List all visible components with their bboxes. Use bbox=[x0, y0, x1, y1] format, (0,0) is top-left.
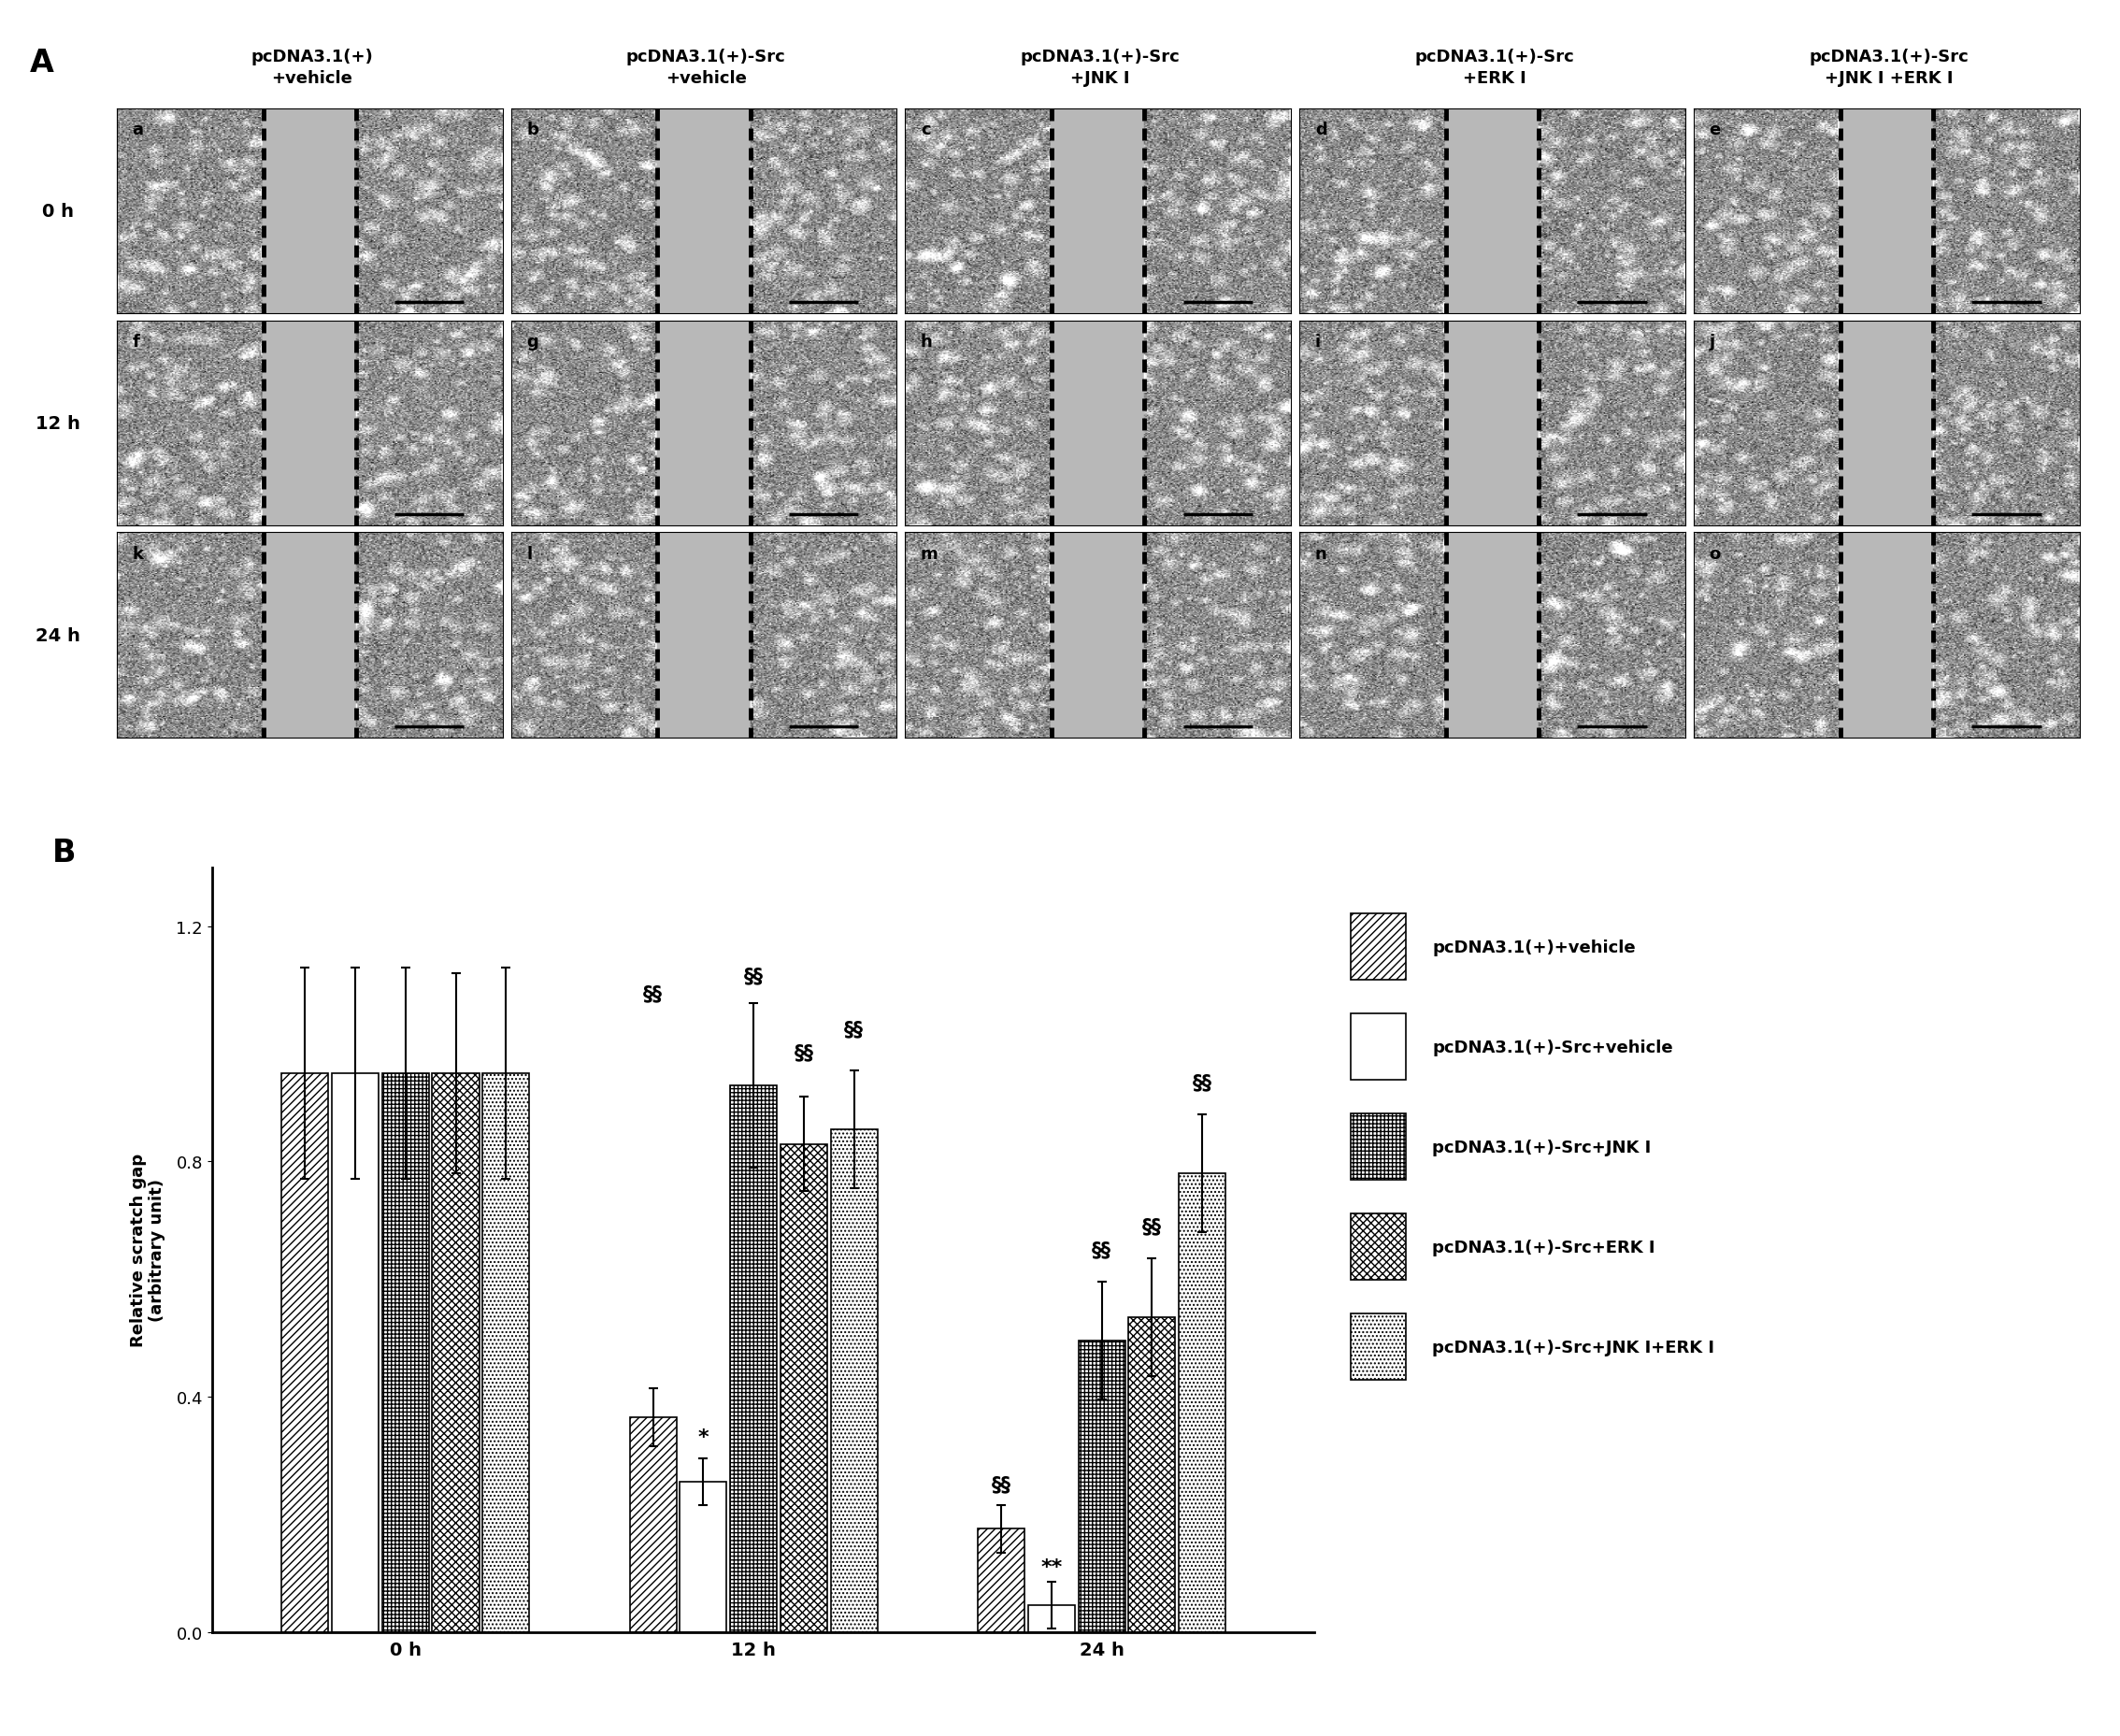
Text: g: g bbox=[526, 333, 538, 351]
Bar bbox=[831, 1130, 878, 1632]
Text: 24 h: 24 h bbox=[36, 627, 81, 644]
Text: f: f bbox=[131, 333, 140, 351]
Text: pcDNA3.1(+)-Src+vehicle: pcDNA3.1(+)-Src+vehicle bbox=[1431, 1038, 1673, 1055]
Text: i: i bbox=[1314, 333, 1321, 351]
Text: pcDNA3.1(+)
+vehicle: pcDNA3.1(+) +vehicle bbox=[250, 49, 373, 87]
Text: a: a bbox=[131, 122, 144, 139]
Bar bbox=[729, 1085, 776, 1632]
Bar bbox=[1350, 1014, 1406, 1080]
Bar bbox=[1350, 913, 1406, 981]
Text: 0 h: 0 h bbox=[42, 203, 74, 220]
Bar bbox=[483, 1073, 530, 1632]
Bar bbox=[432, 1073, 479, 1632]
Text: B: B bbox=[53, 837, 76, 868]
Bar bbox=[977, 1529, 1024, 1632]
Text: l: l bbox=[526, 545, 532, 562]
Text: pcDNA3.1(+)-Src
+vehicle: pcDNA3.1(+)-Src +vehicle bbox=[625, 49, 787, 87]
Text: e: e bbox=[1709, 122, 1721, 139]
Text: §§: §§ bbox=[1143, 1217, 1162, 1236]
Y-axis label: Relative scratch gap
(arbitrary unit): Relative scratch gap (arbitrary unit) bbox=[129, 1153, 165, 1347]
Text: pcDNA3.1(+)-Src+JNK I+ERK I: pcDNA3.1(+)-Src+JNK I+ERK I bbox=[1431, 1338, 1715, 1356]
Text: k: k bbox=[131, 545, 144, 562]
Text: §§: §§ bbox=[844, 1019, 865, 1038]
Text: §§: §§ bbox=[642, 984, 664, 1003]
Text: §§: §§ bbox=[744, 967, 763, 986]
Text: §§: §§ bbox=[1092, 1240, 1111, 1259]
Text: A: A bbox=[30, 47, 53, 78]
Text: **: ** bbox=[1041, 1557, 1062, 1576]
Text: n: n bbox=[1314, 545, 1327, 562]
Text: d: d bbox=[1314, 122, 1327, 139]
Text: pcDNA3.1(+)-Src
+JNK I: pcDNA3.1(+)-Src +JNK I bbox=[1020, 49, 1181, 87]
Bar bbox=[1350, 1314, 1406, 1380]
Text: *: * bbox=[697, 1429, 708, 1446]
Bar bbox=[1079, 1340, 1126, 1632]
Text: c: c bbox=[920, 122, 931, 139]
Bar bbox=[681, 1483, 727, 1632]
Text: h: h bbox=[920, 333, 933, 351]
Text: m: m bbox=[920, 545, 939, 562]
Text: pcDNA3.1(+)-Src
+JNK I +ERK I: pcDNA3.1(+)-Src +JNK I +ERK I bbox=[1808, 49, 1969, 87]
Bar bbox=[331, 1073, 379, 1632]
Text: §§: §§ bbox=[795, 1043, 814, 1062]
Bar bbox=[282, 1073, 329, 1632]
Text: o: o bbox=[1709, 545, 1721, 562]
Text: pcDNA3.1(+)-Src
+ERK I: pcDNA3.1(+)-Src +ERK I bbox=[1414, 49, 1575, 87]
Text: 12 h: 12 h bbox=[36, 415, 81, 432]
Bar bbox=[382, 1073, 428, 1632]
Bar bbox=[630, 1417, 676, 1632]
Bar bbox=[780, 1144, 827, 1632]
Text: pcDNA3.1(+)-Src+ERK I: pcDNA3.1(+)-Src+ERK I bbox=[1431, 1240, 1656, 1255]
Text: j: j bbox=[1709, 333, 1715, 351]
Bar bbox=[1350, 1115, 1406, 1180]
Text: b: b bbox=[526, 122, 538, 139]
Text: pcDNA3.1(+)-Src+JNK I: pcDNA3.1(+)-Src+JNK I bbox=[1431, 1139, 1651, 1156]
Text: pcDNA3.1(+)+vehicle: pcDNA3.1(+)+vehicle bbox=[1431, 939, 1635, 955]
Text: §§: §§ bbox=[1191, 1073, 1213, 1092]
Text: §§: §§ bbox=[992, 1476, 1011, 1493]
Bar bbox=[1179, 1174, 1225, 1632]
Bar bbox=[1350, 1213, 1406, 1281]
Bar bbox=[1028, 1606, 1075, 1632]
Bar bbox=[1128, 1318, 1174, 1632]
